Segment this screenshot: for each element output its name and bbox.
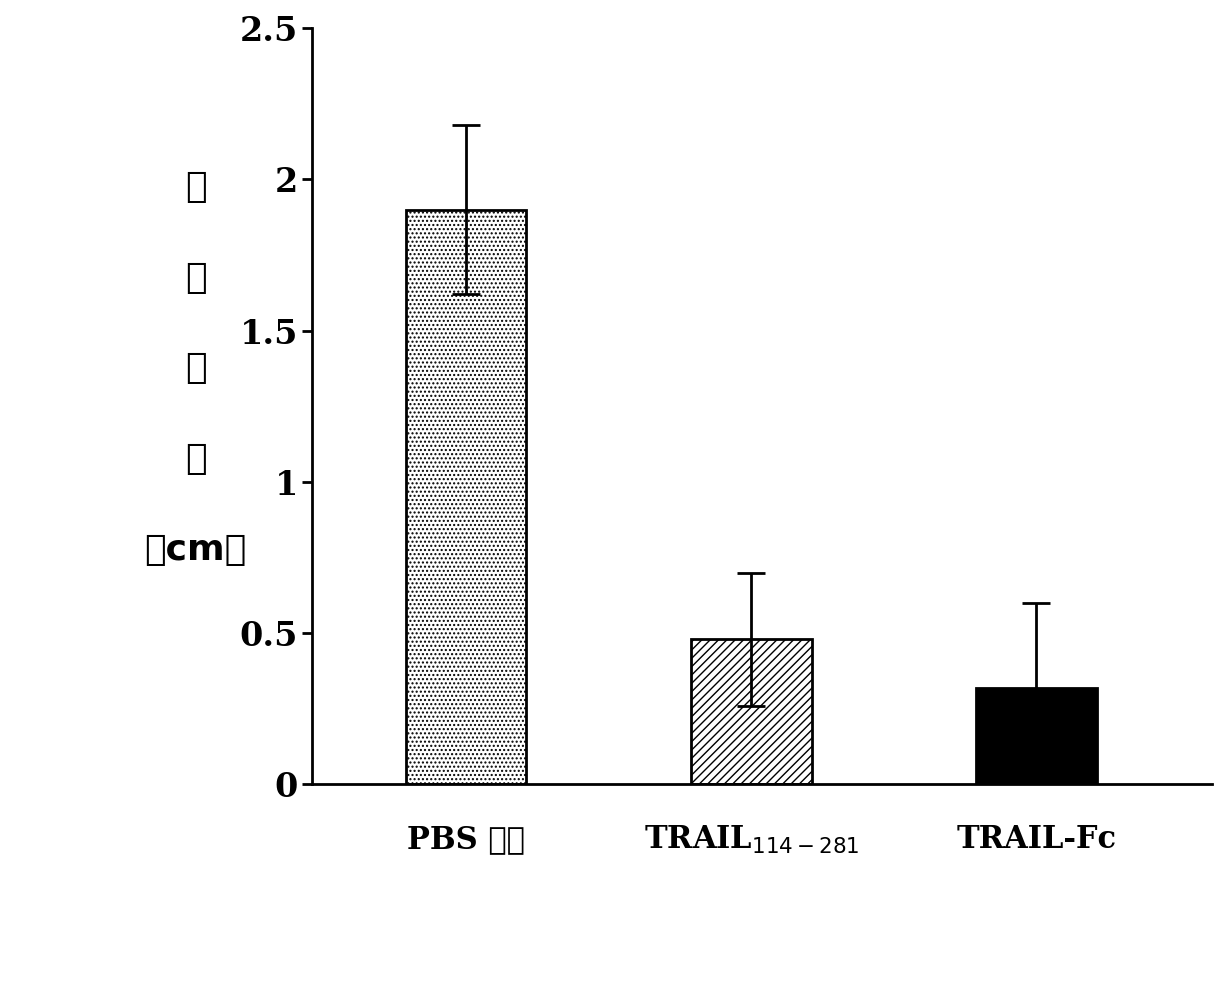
- Text: 小: 小: [185, 443, 206, 476]
- Bar: [977, 688, 1097, 784]
- Text: PBS 对照: PBS 对照: [407, 824, 525, 854]
- Bar: [691, 640, 811, 784]
- Text: 肿: 肿: [185, 170, 206, 204]
- Bar: [406, 210, 526, 784]
- Text: TRAIL$_{114-281}$: TRAIL$_{114-281}$: [643, 824, 859, 856]
- Text: 瘾: 瘾: [185, 260, 206, 295]
- Text: 大: 大: [185, 351, 206, 385]
- Text: （cm）: （cm）: [145, 533, 247, 567]
- Text: TRAIL-Fc: TRAIL-Fc: [956, 824, 1117, 854]
